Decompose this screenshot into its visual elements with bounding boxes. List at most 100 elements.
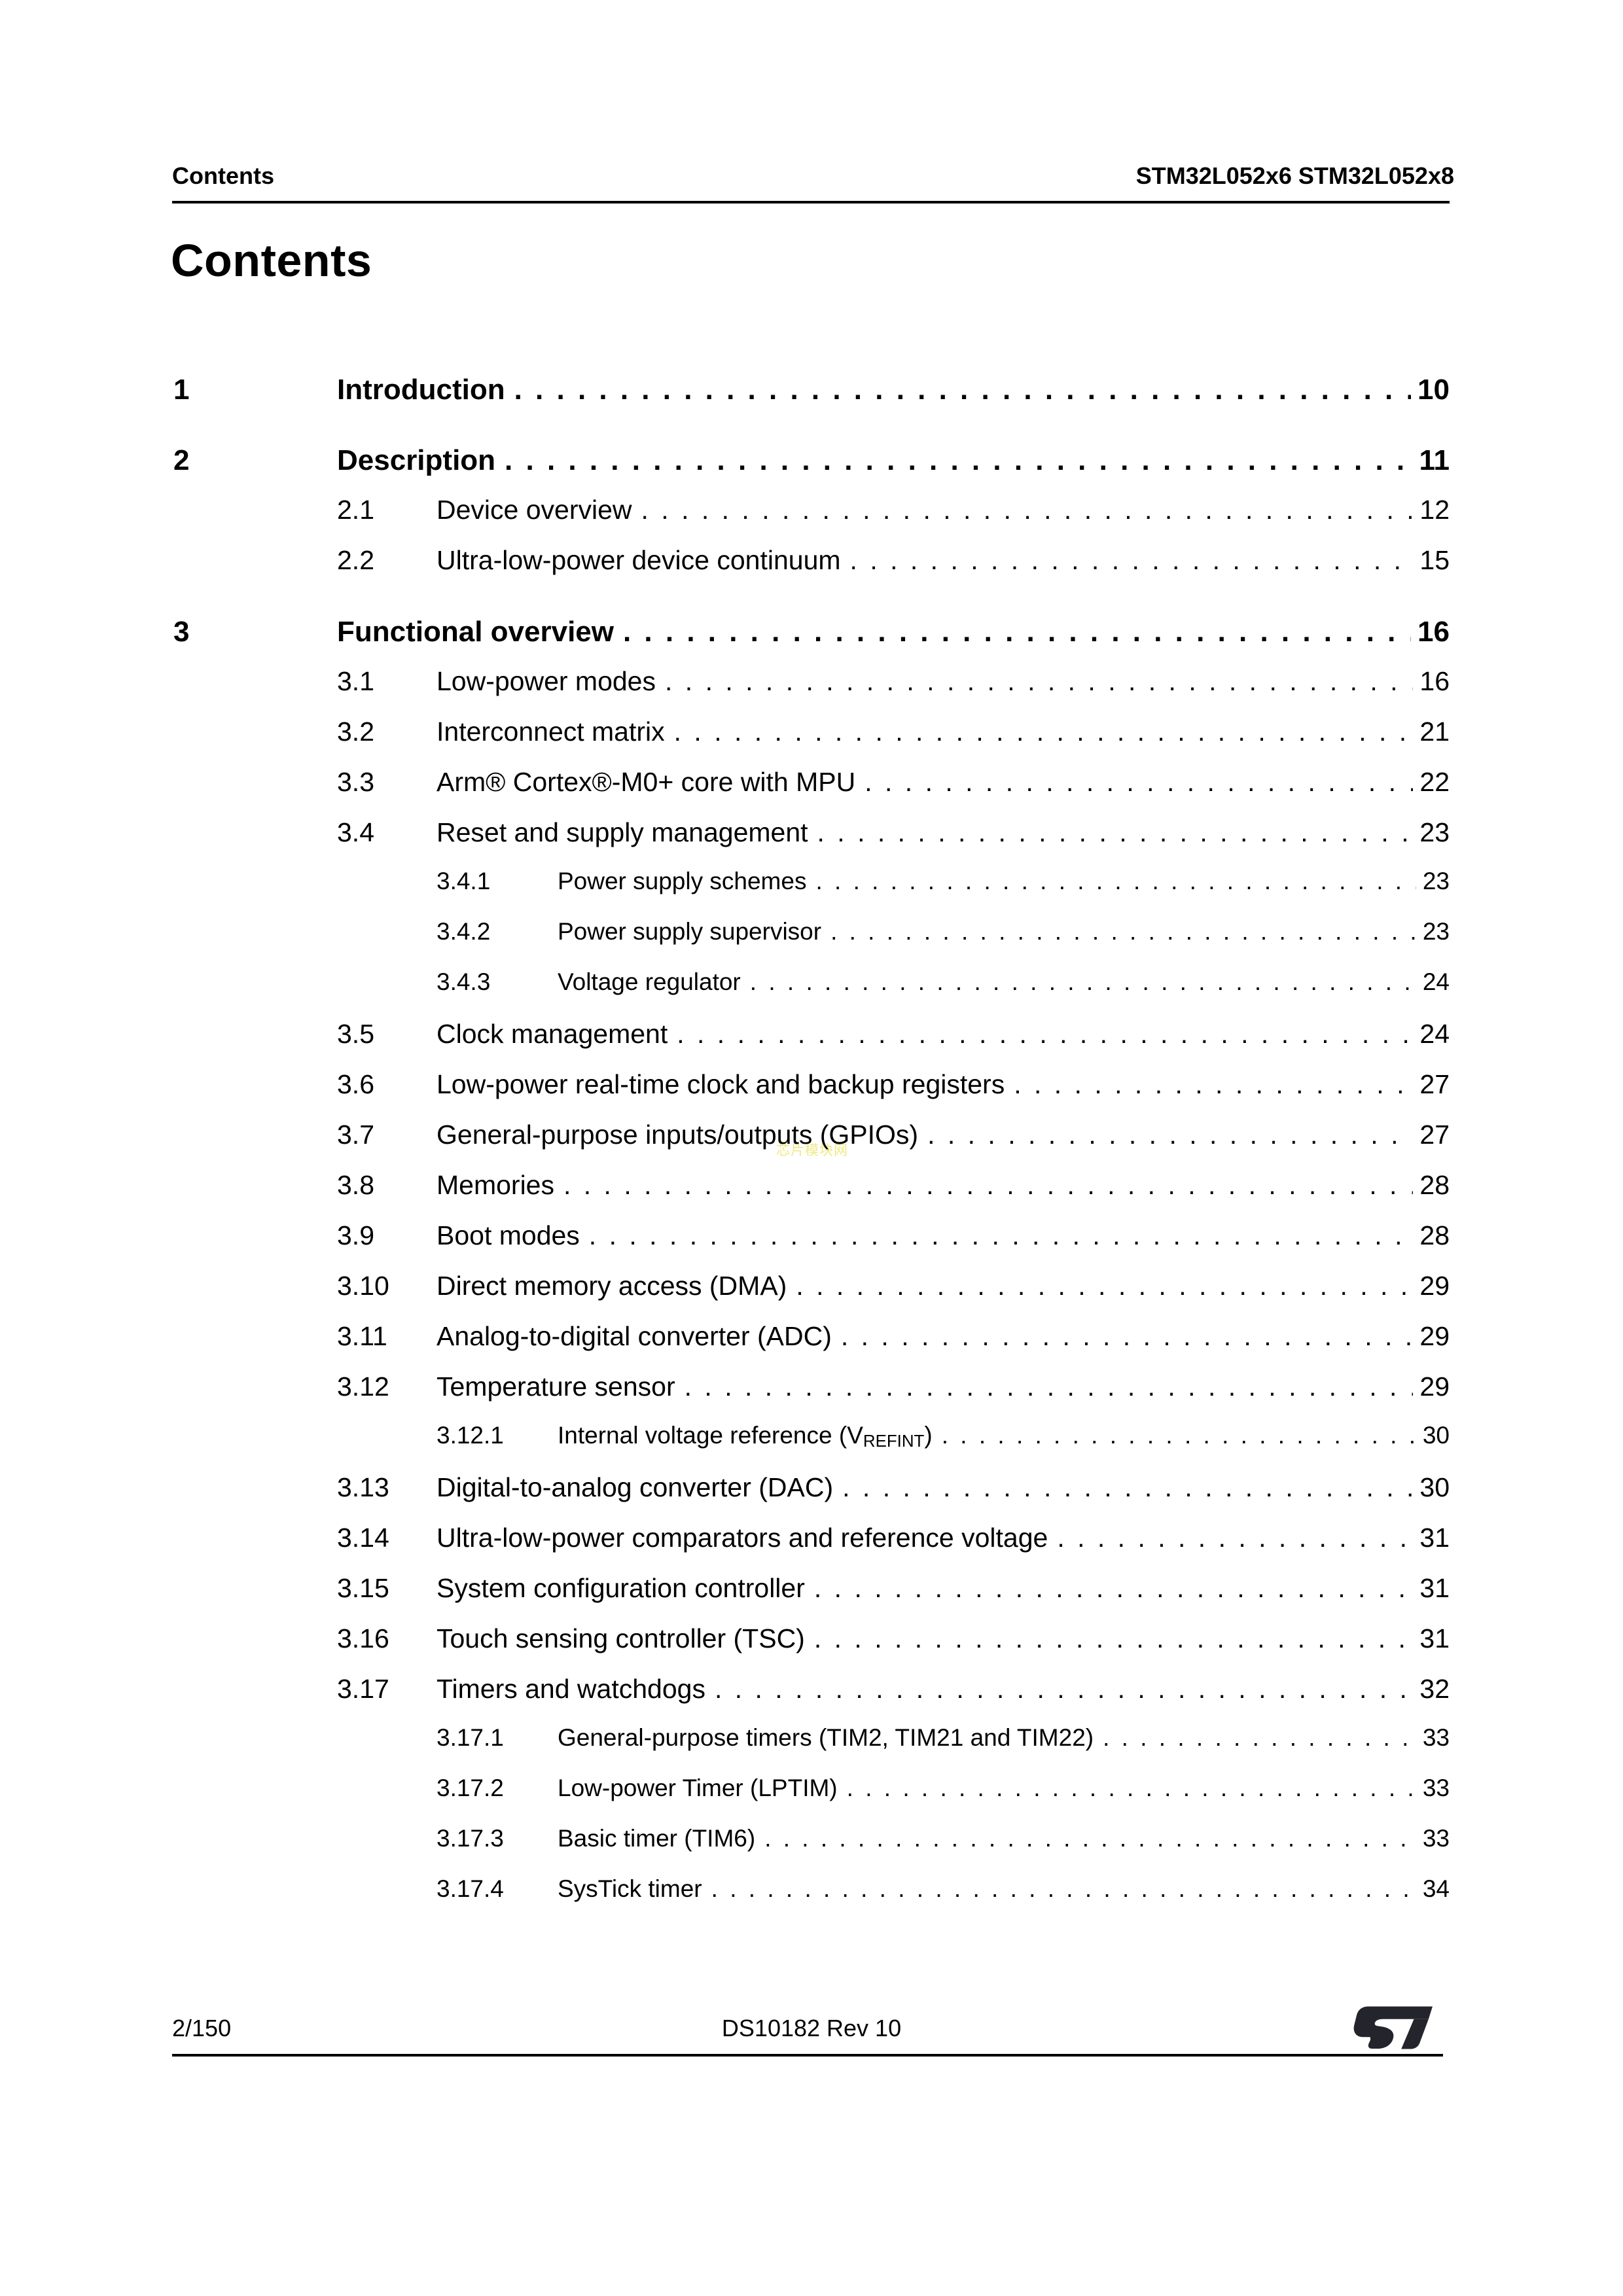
section-title: Timers and watchdogs [437, 1674, 705, 1704]
page-number: 31 [1419, 1573, 1450, 1603]
page-number: 33 [1422, 1724, 1450, 1751]
toc-entry-2.2[interactable]: 2.2 Ultra-low-power device continuum 15 [173, 544, 1450, 578]
section-title: Low-power Timer (LPTIM) [558, 1775, 838, 1801]
toc-entry-3.17.3[interactable]: 3.17.3 Basic timer (TIM6) 33 [173, 1824, 1450, 1858]
page-number: 12 [1419, 495, 1450, 525]
page-number: 21 [1419, 716, 1450, 747]
footer-rule [172, 2054, 1443, 2057]
section-number: 3.3 [337, 767, 374, 797]
dot-leader [927, 1119, 1413, 1151]
section-number: 3.7 [337, 1120, 374, 1150]
dot-leader [847, 1774, 1416, 1803]
toc-entry-3[interactable]: 3 Functional overview 16 [173, 615, 1450, 649]
st-logo-t-shape [1401, 2019, 1429, 2049]
dot-leader [665, 665, 1413, 698]
section-title: Analog-to-digital converter (ADC) [437, 1321, 832, 1351]
toc-entry-3.4[interactable]: 3.4 Reset and supply management 23 [173, 817, 1450, 851]
section-title: Ultra-low-power device continuum [437, 545, 841, 575]
dot-leader [815, 867, 1416, 896]
section-number: 3.17.1 [437, 1724, 504, 1751]
dot-leader [1103, 1723, 1416, 1752]
page-number: 16 [1419, 666, 1450, 696]
section-number: 3.13 [337, 1472, 389, 1502]
section-number: 3.8 [337, 1170, 374, 1200]
toc-entry-3.12.1[interactable]: 3.12.1 Internal voltage reference (VREFIN… [173, 1421, 1450, 1455]
dot-leader [814, 1572, 1414, 1604]
page-number: 29 [1419, 1271, 1450, 1301]
section-title: Basic timer (TIM6) [558, 1825, 756, 1852]
page-number: 33 [1422, 1775, 1450, 1801]
dot-leader [830, 917, 1416, 946]
page-number: 30 [1422, 1422, 1450, 1449]
toc-entry-3.1[interactable]: 3.1 Low-power modes 16 [173, 665, 1450, 699]
toc-entry-2[interactable]: 2 Description 11 [173, 444, 1450, 478]
footer-doc-reference: DS10182 Rev 10 [721, 2015, 902, 2041]
section-title: Low-power modes [437, 666, 656, 696]
toc-entry-3.17[interactable]: 3.17 Timers and watchdogs 32 [173, 1673, 1450, 1707]
toc-entry-3.5[interactable]: 3.5 Clock management 24 [173, 1018, 1450, 1052]
toc-entry-3.14[interactable]: 3.14 Ultra-low-power comparators and refe… [173, 1522, 1450, 1556]
toc-entry-2.1[interactable]: 2.1 Device overview 12 [173, 494, 1450, 528]
page-header: Contents STM32L052x6 STM32L052x8 [172, 162, 1454, 190]
toc-entry-3.12[interactable]: 3.12 Temperature sensor 29 [173, 1371, 1450, 1405]
section-title: Voltage regulator [558, 968, 741, 995]
page-number: 31 [1419, 1523, 1450, 1553]
section-title: Reset and supply management [437, 817, 808, 847]
page-number: 28 [1419, 1220, 1450, 1250]
table-of-contents: 1 Introduction 10 2 Description 11 2.1 Device o… [173, 336, 1450, 1925]
toc-entry-3.15[interactable]: 3.15 System configuration controller 31 [173, 1572, 1450, 1606]
dot-leader [842, 1472, 1413, 1504]
section-number: 2.2 [337, 545, 374, 575]
page-number: 22 [1419, 767, 1450, 797]
dot-leader [514, 373, 1411, 408]
toc-entry-3.4.3[interactable]: 3.4.3 Voltage regulator 24 [173, 968, 1450, 1002]
toc-entry-3.6[interactable]: 3.6 Low-power real-time clock and backup … [173, 1069, 1450, 1103]
page-number: 15 [1419, 545, 1450, 575]
header-rule [172, 201, 1450, 203]
section-title: Description [337, 444, 496, 476]
section-number: 3.14 [337, 1523, 389, 1553]
page-number: 23 [1422, 918, 1450, 945]
section-title: Power supply supervisor [558, 918, 822, 945]
toc-entry-1[interactable]: 1 Introduction 10 [173, 373, 1450, 407]
dot-leader [841, 1320, 1414, 1352]
toc-entry-3.10[interactable]: 3.10 Direct memory access (DMA) 29 [173, 1270, 1450, 1304]
dot-leader [1057, 1522, 1413, 1554]
toc-entry-3.11[interactable]: 3.11 Analog-to-digital converter (ADC) 29 [173, 1320, 1450, 1354]
page-number: 32 [1419, 1674, 1450, 1704]
section-title-subscript: REFINT [863, 1432, 925, 1451]
page-number: 16 [1418, 616, 1450, 648]
section-number: 1 [173, 374, 190, 406]
toc-entry-3.2[interactable]: 3.2 Interconnect matrix 21 [173, 716, 1450, 750]
toc-entry-3.4.2[interactable]: 3.4.2 Power supply supervisor 23 [173, 917, 1450, 951]
dot-leader [623, 615, 1411, 650]
section-number: 3.2 [337, 716, 374, 747]
section-title: General-purpose inputs/outputs (GPIOs) [437, 1120, 919, 1150]
dot-leader [814, 1623, 1414, 1655]
toc-entry-3.3[interactable]: 3.3 Arm® Cortex®-M0+ core with MPU 22 [173, 766, 1450, 800]
section-title: Power supply schemes [558, 868, 807, 894]
section-title: Memories [437, 1170, 554, 1200]
section-title: Clock management [437, 1019, 668, 1049]
toc-entry-3.17.4[interactable]: 3.17.4 SysTick timer 34 [173, 1875, 1450, 1909]
st-logo-s-shape [1353, 2006, 1433, 2049]
toc-entry-3.16[interactable]: 3.16 Touch sensing controller (TSC) 31 [173, 1623, 1450, 1657]
dot-leader [750, 968, 1416, 997]
section-number: 3.12 [337, 1371, 389, 1402]
toc-entry-3.9[interactable]: 3.9 Boot modes 28 [173, 1220, 1450, 1254]
toc-entry-3.7[interactable]: 3.7 General-purpose inputs/outputs (GPIOs… [173, 1119, 1450, 1153]
toc-entry-3.4.1[interactable]: 3.4.1 Power supply schemes 23 [173, 867, 1450, 901]
section-title: Internal voltage reference (VREFINT) [558, 1421, 933, 1451]
page-number: 23 [1422, 868, 1450, 894]
section-number: 3.10 [337, 1271, 389, 1301]
section-title: General-purpose timers (TIM2, TIM21 and … [558, 1724, 1094, 1751]
page-number: 27 [1419, 1120, 1450, 1150]
section-number: 3.17.4 [437, 1875, 504, 1902]
footer-page-indicator: 2/150 [172, 2015, 232, 2041]
toc-entry-3.17.1[interactable]: 3.17.1 General-purpose timers (TIM2, TIM2… [173, 1723, 1450, 1757]
toc-entry-3.17.2[interactable]: 3.17.2 Low-power Timer (LPTIM) 33 [173, 1774, 1450, 1808]
section-number: 3.11 [337, 1321, 387, 1351]
toc-entry-3.8[interactable]: 3.8 Memories 28 [173, 1169, 1450, 1203]
toc-entry-3.13[interactable]: 3.13 Digital-to-analog converter (DAC) 30 [173, 1472, 1450, 1506]
